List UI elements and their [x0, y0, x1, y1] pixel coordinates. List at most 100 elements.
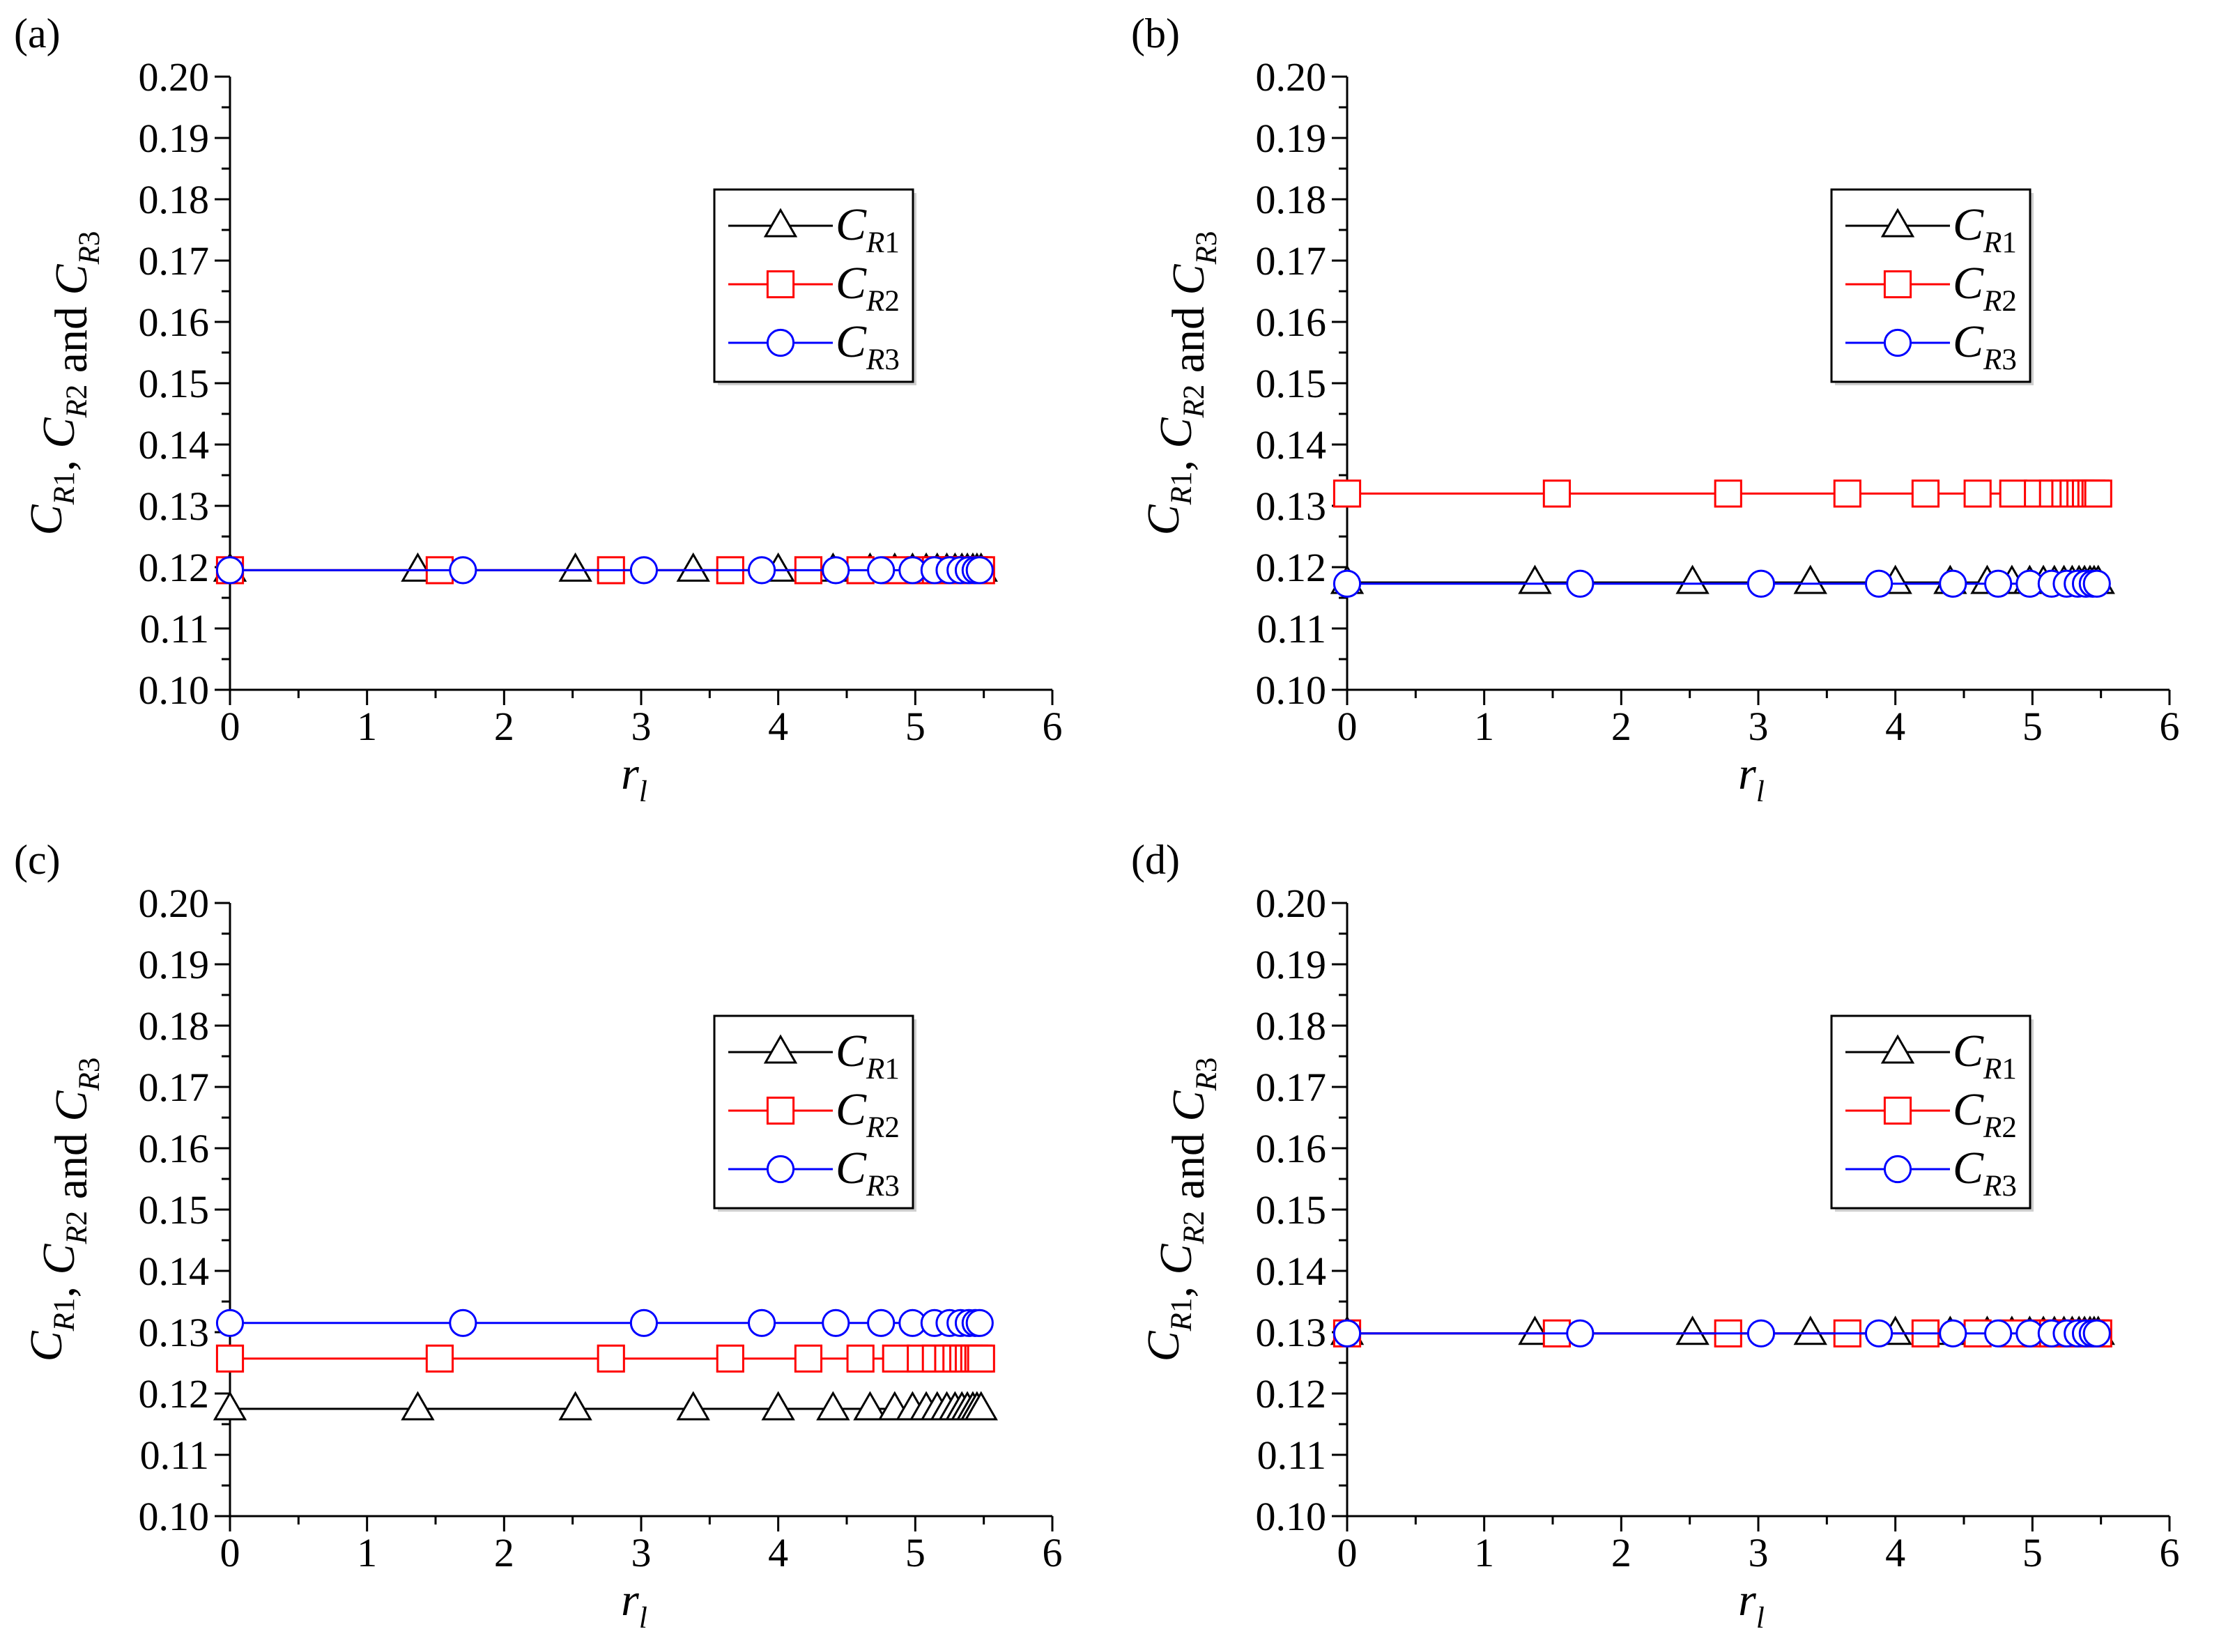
legend-item: CR3 [728, 1143, 900, 1203]
data-point-marker [761, 1391, 795, 1421]
data-point-marker [1714, 479, 1742, 508]
data-point-marker [1984, 569, 2013, 598]
data-point-marker [1746, 569, 1776, 598]
y-tick-label: 0.16 [1256, 1126, 1327, 1171]
data-point-marker [1332, 479, 1362, 508]
x-tick-label: 1 [357, 1530, 377, 1575]
y-tick-label: 0.15 [139, 1187, 210, 1233]
data-point-marker [1883, 328, 1912, 357]
series-c-r3 [215, 1309, 994, 1337]
legend-item: CR1 [1845, 1026, 2017, 1086]
y-axis-label: CR1, CR2 and CR3 [21, 231, 106, 536]
data-point-marker [1939, 1319, 1967, 1348]
y-tick-label: 0.13 [1256, 1310, 1327, 1355]
y-tick-label: 0.18 [1256, 1003, 1327, 1049]
data-point-marker [867, 556, 896, 585]
data-point-marker [766, 328, 795, 357]
x-axis-label: rl [1738, 1575, 1765, 1635]
legend-label: CR2 [1953, 258, 2017, 318]
x-tick-label: 0 [1337, 704, 1358, 749]
legend-item: CR1 [728, 1026, 900, 1086]
x-tick-label: 2 [494, 1530, 514, 1575]
data-point-marker [215, 1344, 245, 1373]
y-tick-label: 0.10 [139, 1494, 210, 1539]
legend-item: CR2 [1845, 258, 2017, 318]
data-point-marker [846, 1344, 875, 1373]
data-point-marker [1984, 1319, 2013, 1348]
legend-item: CR3 [728, 316, 900, 376]
data-point-marker [965, 1309, 994, 1337]
x-axis-label: rl [1738, 748, 1765, 808]
x-tick-label: 0 [220, 704, 240, 749]
data-point-marker [794, 1344, 823, 1373]
legend [713, 188, 914, 383]
data-point-marker [1793, 1315, 1827, 1345]
x-tick-label: 4 [768, 1530, 788, 1575]
legend-label: CR2 [1953, 1084, 2017, 1144]
y-tick-label: 0.18 [139, 1003, 210, 1049]
series-c-r3 [1332, 1319, 2111, 1348]
y-tick-label: 0.15 [1256, 361, 1327, 406]
chart-svg: 0.10 0.11 0.12 0.13 0.14 0.15 0.16 0.17 0.18 0.19… [21, 881, 1063, 1635]
data-point-marker [215, 1309, 245, 1337]
y-tick-label: 0.19 [1256, 942, 1327, 987]
x-tick-label: 2 [1611, 704, 1631, 749]
data-point-marker [1518, 1315, 1552, 1345]
data-point-marker [716, 1344, 744, 1373]
data-point-marker [558, 552, 592, 582]
legend-label: CR3 [1953, 316, 2017, 376]
y-tick-label: 0.13 [1256, 484, 1327, 529]
y-tick-label: 0.11 [1257, 606, 1326, 651]
x-tick-label: 2 [494, 704, 514, 749]
data-point-marker [1518, 564, 1552, 594]
y-tick-label: 0.12 [1256, 545, 1327, 590]
data-point-marker [401, 1391, 435, 1421]
data-point-marker [1332, 1319, 1362, 1348]
panel-b: (b) 0.10 0.11 0.12 0.13 0.14 0.15 0.16 0.17 0.18… [1117, 0, 2234, 826]
legend [713, 1014, 914, 1210]
data-point-marker [597, 1344, 625, 1373]
data-point-marker [822, 556, 850, 585]
data-point-marker [1999, 479, 2027, 508]
data-point-marker [967, 1344, 995, 1373]
series-c-r3 [1332, 569, 2111, 598]
y-tick-label: 0.15 [1256, 1187, 1327, 1233]
data-point-marker [558, 1391, 592, 1421]
y-tick-label: 0.14 [139, 1249, 210, 1294]
x-tick-label: 1 [1474, 1530, 1494, 1575]
data-point-marker [1675, 1315, 1710, 1345]
x-tick-label: 3 [631, 1530, 652, 1575]
chart-svg: 0.10 0.11 0.12 0.13 0.14 0.15 0.16 0.17 0.18 0.19… [1138, 54, 2180, 808]
legend-item: CR2 [1845, 1084, 2017, 1144]
y-tick-label: 0.12 [139, 545, 210, 590]
data-point-marker [449, 1309, 477, 1337]
panel-a: (a) 0.10 0.11 0.12 0.13 0.14 0.15 0.16 0.17 0.18… [0, 0, 1117, 826]
data-point-marker [747, 1309, 776, 1337]
x-tick-label: 3 [631, 704, 652, 749]
data-point-marker [1939, 569, 1967, 598]
y-tick-label: 0.20 [1256, 54, 1327, 100]
data-point-marker [1883, 1155, 1912, 1184]
data-point-marker [766, 1155, 795, 1184]
y-tick-label: 0.10 [1256, 1494, 1327, 1539]
data-point-marker [822, 1309, 850, 1337]
x-tick-label: 6 [2160, 704, 2180, 749]
y-axis-label: CR1, CR2 and CR3 [1138, 1058, 1223, 1362]
y-tick-label: 0.16 [139, 300, 210, 345]
y-tick-label: 0.11 [140, 606, 209, 651]
legend [1830, 188, 2032, 383]
panel-label: (a) [14, 10, 61, 56]
data-point-marker [676, 1391, 710, 1421]
data-point-marker [2082, 1319, 2111, 1348]
data-point-marker [401, 552, 435, 582]
y-tick-label: 0.19 [139, 116, 210, 161]
panel-label: (d) [1131, 837, 1180, 883]
y-axis-label: CR1, CR2 and CR3 [1138, 231, 1223, 536]
y-tick-label: 0.12 [139, 1371, 210, 1416]
data-point-marker [964, 1391, 998, 1421]
data-point-marker [1793, 564, 1827, 594]
y-tick-label: 0.17 [139, 1065, 210, 1110]
y-tick-label: 0.20 [139, 54, 210, 100]
y-tick-label: 0.18 [1256, 177, 1327, 222]
x-tick-label: 6 [1043, 1530, 1063, 1575]
